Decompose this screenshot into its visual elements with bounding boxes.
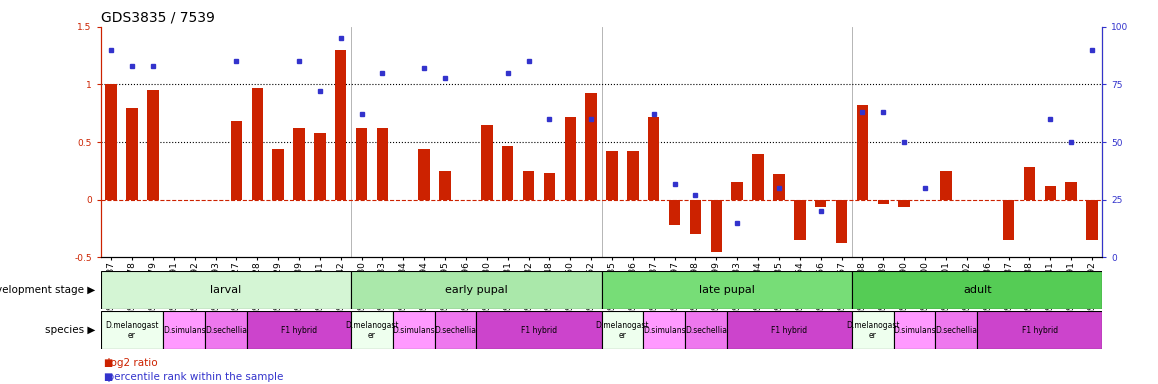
Bar: [774, 174, 785, 200]
Bar: [105, 84, 117, 200]
Bar: [351, 271, 602, 309]
Bar: [586, 93, 596, 200]
Text: F1 hybrid: F1 hybrid: [521, 326, 557, 335]
Bar: [314, 133, 325, 200]
Bar: [501, 146, 513, 200]
Bar: [607, 151, 617, 200]
Text: D.melanogast
er: D.melanogast er: [595, 321, 650, 340]
Bar: [356, 128, 367, 200]
Text: late pupal: late pupal: [698, 285, 755, 295]
Bar: [669, 200, 681, 225]
Text: D.melanogast
er: D.melanogast er: [345, 321, 398, 340]
Bar: [899, 200, 910, 207]
Bar: [126, 108, 138, 200]
Bar: [644, 311, 686, 349]
Bar: [335, 50, 346, 200]
Text: D.simulans: D.simulans: [163, 326, 205, 335]
Text: F1 hybrid: F1 hybrid: [1021, 326, 1058, 335]
Text: F1 hybrid: F1 hybrid: [771, 326, 807, 335]
Text: early pupal: early pupal: [445, 285, 507, 295]
Text: F1 hybrid: F1 hybrid: [281, 326, 317, 335]
Bar: [852, 271, 1102, 309]
Bar: [1086, 200, 1098, 240]
Text: D.sechellia: D.sechellia: [684, 326, 727, 335]
Bar: [147, 90, 159, 200]
Bar: [1065, 182, 1077, 200]
Bar: [565, 117, 576, 200]
Bar: [732, 182, 743, 200]
Text: log2 ratio: log2 ratio: [101, 358, 157, 368]
Text: D.simulans: D.simulans: [893, 326, 936, 335]
Bar: [272, 149, 284, 200]
Bar: [602, 271, 852, 309]
Bar: [794, 200, 806, 240]
Bar: [836, 200, 848, 243]
Text: development stage ▶: development stage ▶: [0, 285, 95, 295]
Text: D.sechellia: D.sechellia: [936, 326, 977, 335]
Bar: [376, 128, 388, 200]
Bar: [628, 151, 638, 200]
Bar: [690, 200, 702, 234]
Text: D.sechellia: D.sechellia: [205, 326, 247, 335]
Bar: [543, 173, 555, 200]
Bar: [753, 154, 764, 200]
Bar: [522, 171, 534, 200]
Bar: [481, 125, 492, 200]
Text: adult: adult: [963, 285, 991, 295]
Text: GDS3835 / 7539: GDS3835 / 7539: [101, 10, 214, 24]
Text: D.sechellia: D.sechellia: [434, 326, 476, 335]
Bar: [940, 171, 952, 200]
Bar: [857, 105, 868, 200]
Text: larval: larval: [211, 285, 242, 295]
Text: D.simulans: D.simulans: [643, 326, 686, 335]
Bar: [351, 311, 393, 349]
Bar: [686, 311, 727, 349]
Bar: [101, 271, 351, 309]
Text: species ▶: species ▶: [44, 325, 95, 335]
Bar: [1003, 200, 1014, 240]
Bar: [439, 171, 450, 200]
Bar: [894, 311, 936, 349]
Bar: [251, 88, 263, 200]
Bar: [476, 311, 602, 349]
Bar: [815, 200, 827, 207]
Text: percentile rank within the sample: percentile rank within the sample: [101, 372, 283, 382]
Bar: [852, 311, 894, 349]
Bar: [727, 311, 852, 349]
Bar: [101, 311, 163, 349]
Text: D.simulans: D.simulans: [393, 326, 435, 335]
Bar: [602, 311, 644, 349]
Bar: [247, 311, 351, 349]
Bar: [1045, 186, 1056, 200]
Bar: [1024, 167, 1035, 200]
Text: ■: ■: [103, 358, 112, 368]
Text: D.melanogast
er: D.melanogast er: [846, 321, 900, 340]
Bar: [878, 200, 889, 204]
Bar: [230, 121, 242, 200]
Bar: [977, 311, 1102, 349]
Bar: [163, 311, 205, 349]
Bar: [293, 128, 305, 200]
Text: ■: ■: [103, 372, 112, 382]
Text: D.melanogast
er: D.melanogast er: [105, 321, 159, 340]
Bar: [434, 311, 476, 349]
Bar: [648, 117, 660, 200]
Bar: [393, 311, 434, 349]
Bar: [711, 200, 723, 252]
Bar: [205, 311, 247, 349]
Bar: [936, 311, 977, 349]
Bar: [418, 149, 430, 200]
